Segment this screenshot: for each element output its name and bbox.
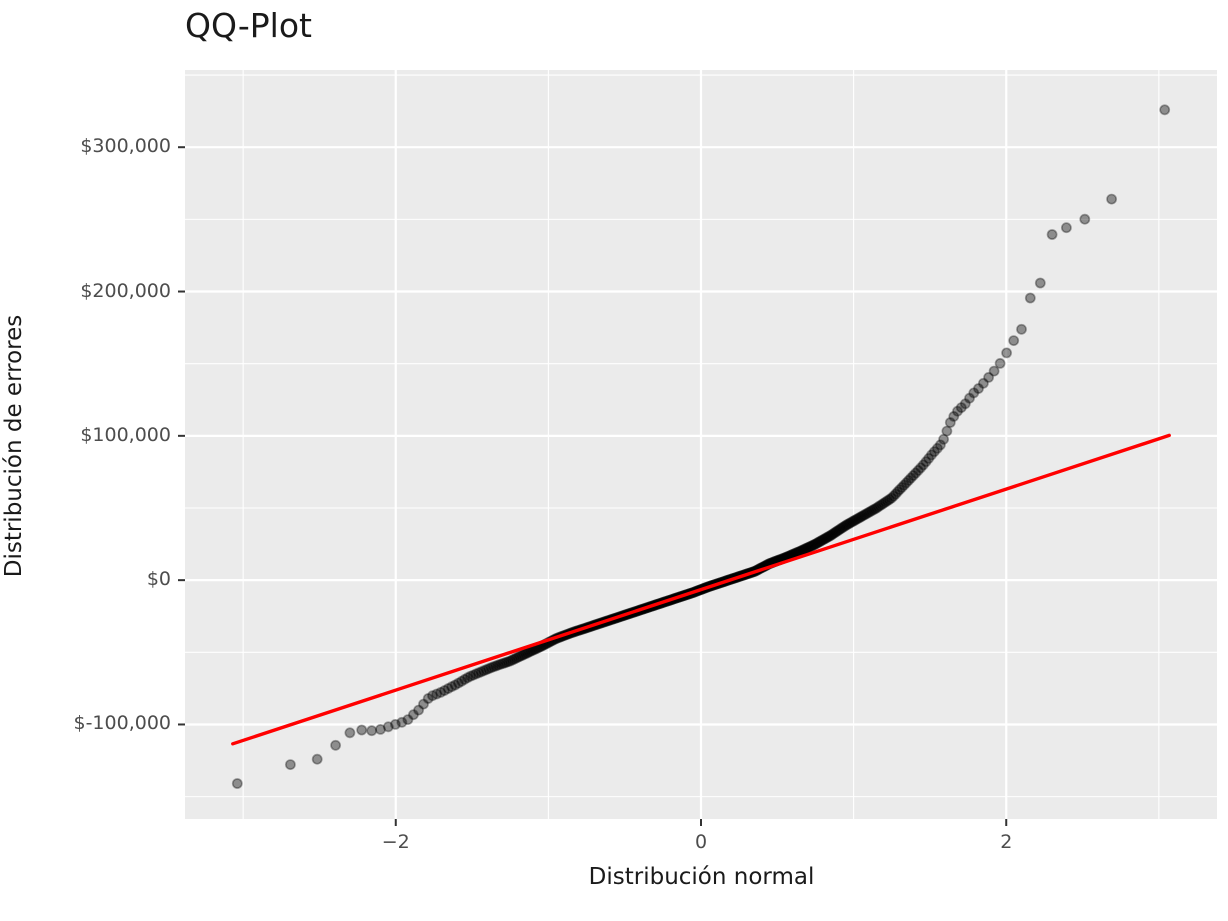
x-axis-title: Distribución normal	[588, 864, 815, 890]
y-tick-label: $0	[146, 568, 171, 591]
plot-title: QQ-Plot	[185, 6, 312, 45]
y-tick-label: $300,000	[80, 135, 171, 158]
x-tick-label: −2	[381, 831, 410, 853]
y-tick-label: $200,000	[80, 279, 171, 302]
x-tick-label: 0	[694, 831, 708, 853]
y-tick-label: $100,000	[80, 423, 171, 446]
x-tick-label: 2	[1000, 831, 1013, 853]
y-tick-label: $-100,000	[73, 712, 171, 735]
